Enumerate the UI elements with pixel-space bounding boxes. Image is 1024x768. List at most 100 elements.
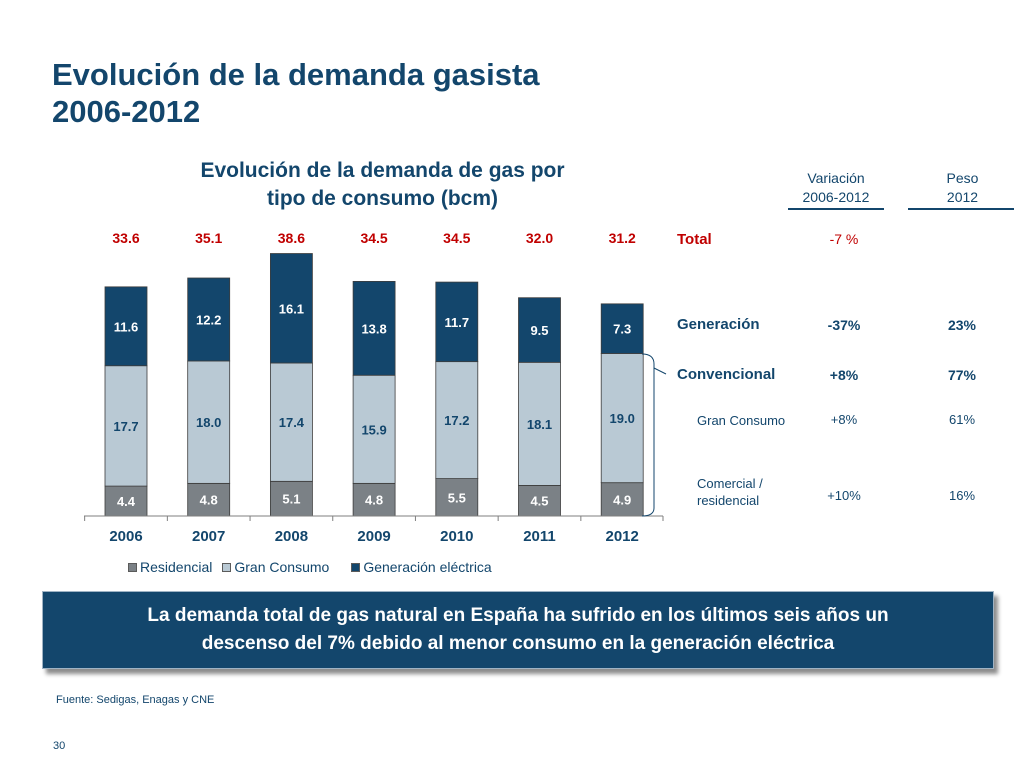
total-label-2009: 34.5 [360,230,387,246]
total-label-2012: 31.2 [609,230,636,246]
data-label-residencial-2011: 4.5 [530,494,548,509]
data-label-residencial-2008: 5.1 [282,492,300,507]
col-header-variacion-underline [788,208,884,210]
slide-title-line1: Evolución de la demanda gasista [52,57,540,92]
x-tick-label-2006: 2006 [109,528,142,545]
x-tick-label-2007: 2007 [192,528,225,545]
bar-residencial-2010 [435,478,479,517]
data-label-gran-consumo-2006: 17.7 [113,419,138,434]
data-label-generacion-2006: 11.6 [114,319,139,334]
legend-label-generacion: Generación eléctrica [363,559,492,575]
chart-legend: Residencial Gran Consumo Generación eléc… [128,559,492,575]
col-header-peso-line2: 2012 [946,189,979,205]
data-label-gran-consumo-2009: 15.9 [361,422,386,437]
chart-title-line1: Evolución de la demanda de gas por [200,159,565,182]
row-comercial-variacion: +10% [827,488,861,503]
chart-title-line2: tipo de consumo (bcm) [267,187,498,210]
total-label-2008: 38.6 [278,230,305,246]
callout-line2: descenso del 7% debido al menor consumo … [201,633,835,654]
bar-generacion-2006 [104,286,148,367]
chart-title: Evolución de la demanda de gas por tipo … [150,157,615,213]
total-label-2011: 32.0 [526,230,553,246]
row-label-gran-consumo: Gran Consumo [697,413,786,428]
bar-residencial-2012 [600,482,644,517]
slide-title: Evolución de la demanda gasista 2006-201… [52,56,752,130]
data-label-gran-consumo-2011: 18.1 [527,417,552,432]
legend-label-residencial: Residencial [140,559,213,575]
convencional-bracket [641,353,667,517]
legend-item-generacion: Generación eléctrica [351,559,492,575]
data-label-gran-consumo-2012: 19.0 [610,411,635,426]
data-label-residencial-2006: 4.4 [117,494,136,509]
col-header-variacion-line2: 2006-2012 [802,189,870,205]
data-label-residencial-2009: 4.8 [365,493,383,508]
bar-generacion-2010 [435,281,479,363]
bar-gran-consumo-2009 [352,374,396,484]
bar-residencial-2009 [352,482,396,517]
total-label-2010: 34.5 [443,230,470,246]
x-tick-label-2010: 2010 [440,528,473,545]
row-label-comercial: Comercial / residencial [697,475,763,509]
row-generacion-variacion: -37% [827,317,861,333]
row-convencional-peso: 77% [947,367,977,383]
col-header-peso-underline [908,208,1014,210]
bar-gran-consumo-2007 [187,360,231,484]
stacked-bar-chart: 4.4 17.7 11.6 33.6 2006 4.8 18.0 12.2 35.1 2007 5.… [84,230,664,545]
legend-item-residencial: Residencial [128,559,212,575]
data-label-generacion-2010: 11.7 [445,315,470,330]
data-label-gran-consumo-2007: 18.0 [196,415,221,430]
page-number: 30 [53,740,66,752]
data-label-residencial-2012: 4.9 [613,492,631,507]
col-header-peso-line1: Peso [946,170,979,186]
bar-generacion-2012 [600,303,644,354]
bracket-pointer [653,367,667,375]
data-label-gran-consumo-2010: 17.2 [444,413,469,428]
row-gran-consumo-variacion: +8% [830,412,858,427]
row-generacion-peso: 23% [947,317,977,333]
data-label-generacion-2012: 7.3 [613,322,631,337]
conclusion-callout: La demanda total de gas natural en Españ… [42,591,994,669]
bar-residencial-2007 [187,482,231,517]
bar-residencial-2008 [269,480,313,517]
col-header-peso: Peso 2012 [915,169,1010,207]
row-label-comercial-line1: Comercial / [697,476,763,491]
row-label-convencional: Convencional [677,366,776,383]
row-convencional-variacion: +8% [829,367,859,383]
row-total-variacion: -7 % [829,231,859,247]
col-header-variacion: Variación 2006-2012 [790,169,882,207]
source-note: Fuente: Sedigas, Enagas y CNE [56,694,215,706]
bar-generacion-2011 [518,297,561,363]
callout-line1: La demanda total de gas natural en Españ… [147,605,889,626]
bar-generacion-2009 [352,280,396,376]
data-label-residencial-2007: 4.8 [200,493,218,508]
bar-generacion-2007 [187,277,231,362]
bar-gran-consumo-2010 [435,361,479,480]
data-label-generacion-2011: 9.5 [530,323,548,338]
col-header-variacion-line1: Variación [807,170,865,186]
data-label-generacion-2007: 12.2 [196,312,221,327]
bar-generacion-2008 [269,253,313,364]
row-gran-consumo-peso: 61% [948,412,976,427]
data-label-gran-consumo-2008: 17.4 [279,415,305,430]
bar-gran-consumo-2008 [269,362,313,482]
total-label-2006: 33.6 [112,230,139,246]
legend-swatch-residencial [128,562,137,572]
legend-item-gran-consumo: Gran Consumo [222,559,329,575]
data-label-generacion-2008: 16.1 [279,301,304,316]
x-tick-label-2011: 2011 [523,528,556,545]
bracket-curve [641,353,655,517]
row-label-comercial-line2: residencial [697,493,760,508]
data-label-generacion-2009: 13.8 [361,321,386,336]
x-tick-label-2009: 2009 [357,528,390,545]
row-comercial-peso: 16% [948,488,976,503]
row-label-generacion: Generación [677,316,760,333]
row-label-total: Total [677,231,712,248]
legend-swatch-gran-consumo [222,562,232,572]
slide-title-line2: 2006-2012 [52,94,201,129]
x-tick-label-2008: 2008 [275,528,308,545]
bar-gran-consumo-2012 [600,353,644,484]
legend-label-gran-consumo: Gran Consumo [234,559,330,575]
legend-swatch-generacion [351,562,361,572]
x-tick-label-2012: 2012 [606,528,639,545]
total-label-2007: 35.1 [195,230,222,246]
